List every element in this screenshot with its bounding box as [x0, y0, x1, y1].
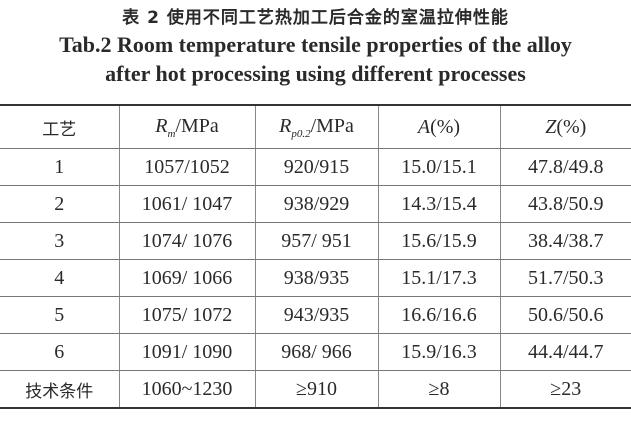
cell-a: 15.0/15.1 [377, 148, 500, 186]
cell-rp02: 943/935 [254, 296, 378, 334]
cell-rm: 1075/ 1072 [118, 296, 255, 334]
caption-chinese: 表 2 使用不同工艺热加工后合金的室温拉伸性能 [122, 8, 509, 28]
table-row: 4 1069/ 1066 938/935 15.1/17.3 51.7/50.3 [0, 259, 631, 297]
cell-rp02: 920/915 [254, 148, 378, 186]
caption-english-line1: Tab.2 Room temperature tensile propertie… [59, 32, 572, 57]
cell-process: 2 [0, 185, 119, 223]
cell-z: 47.8/49.8 [499, 148, 631, 186]
header-row: 工艺 Rm/MPa Rp0.2/MPa A(%) Z(%) [0, 104, 631, 149]
header-rp02: Rp0.2/MPa [254, 104, 378, 149]
cell-process: 3 [0, 222, 119, 260]
spec-row: 技术条件 1060~1230 ≥910 ≥8 ≥23 [0, 370, 631, 409]
cell-rm: 1069/ 1066 [118, 259, 255, 297]
caption-english-line2: after hot processing using different pro… [105, 61, 526, 86]
cell-z: ≥23 [499, 370, 631, 409]
cell-a: ≥8 [377, 370, 500, 409]
header-process: 工艺 [0, 104, 119, 149]
cell-rp02: 957/ 951 [254, 222, 378, 260]
cell-z: 44.4/44.7 [499, 333, 631, 371]
cell-a: 15.1/17.3 [377, 259, 500, 297]
cell-rp02: 938/929 [254, 185, 378, 223]
tensile-properties-table: 工艺 Rm/MPa Rp0.2/MPa A(%) Z(%) 1 1057/1052… [0, 104, 631, 409]
cell-z: 38.4/38.7 [499, 222, 631, 260]
cell-rm: 1061/ 1047 [118, 185, 255, 223]
cell-process: 5 [0, 296, 119, 334]
cell-a: 15.6/15.9 [377, 222, 500, 260]
cell-rm: 1091/ 1090 [118, 333, 255, 371]
cell-rp02: 968/ 966 [254, 333, 378, 371]
cell-process: 4 [0, 259, 119, 297]
cell-process: 1 [0, 148, 119, 186]
cell-a: 16.6/16.6 [377, 296, 500, 334]
cell-rm: 1074/ 1076 [118, 222, 255, 260]
header-a: A(%) [377, 104, 500, 149]
cell-z: 43.8/50.9 [499, 185, 631, 223]
cell-rp02: ≥910 [254, 370, 378, 409]
header-z: Z(%) [499, 104, 631, 149]
cell-process: 技术条件 [0, 370, 119, 409]
cell-z: 51.7/50.3 [499, 259, 631, 297]
header-rm: Rm/MPa [118, 104, 255, 149]
cell-process: 6 [0, 333, 119, 371]
cell-rp02: 938/935 [254, 259, 378, 297]
table-row: 3 1074/ 1076 957/ 951 15.6/15.9 38.4/38.7 [0, 222, 631, 260]
table-row: 5 1075/ 1072 943/935 16.6/16.6 50.6/50.6 [0, 296, 631, 334]
table-row: 6 1091/ 1090 968/ 966 15.9/16.3 44.4/44.7 [0, 333, 631, 371]
cell-a: 15.9/16.3 [377, 333, 500, 371]
cell-rm: 1057/1052 [118, 148, 255, 186]
cell-a: 14.3/15.4 [377, 185, 500, 223]
table-caption: 表 2 使用不同工艺热加工后合金的室温拉伸性能 Tab.2 Room tempe… [0, 6, 631, 88]
table-row: 1 1057/1052 920/915 15.0/15.1 47.8/49.8 [0, 148, 631, 186]
cell-rm: 1060~1230 [118, 370, 255, 409]
cell-z: 50.6/50.6 [499, 296, 631, 334]
table-row: 2 1061/ 1047 938/929 14.3/15.4 43.8/50.9 [0, 185, 631, 223]
